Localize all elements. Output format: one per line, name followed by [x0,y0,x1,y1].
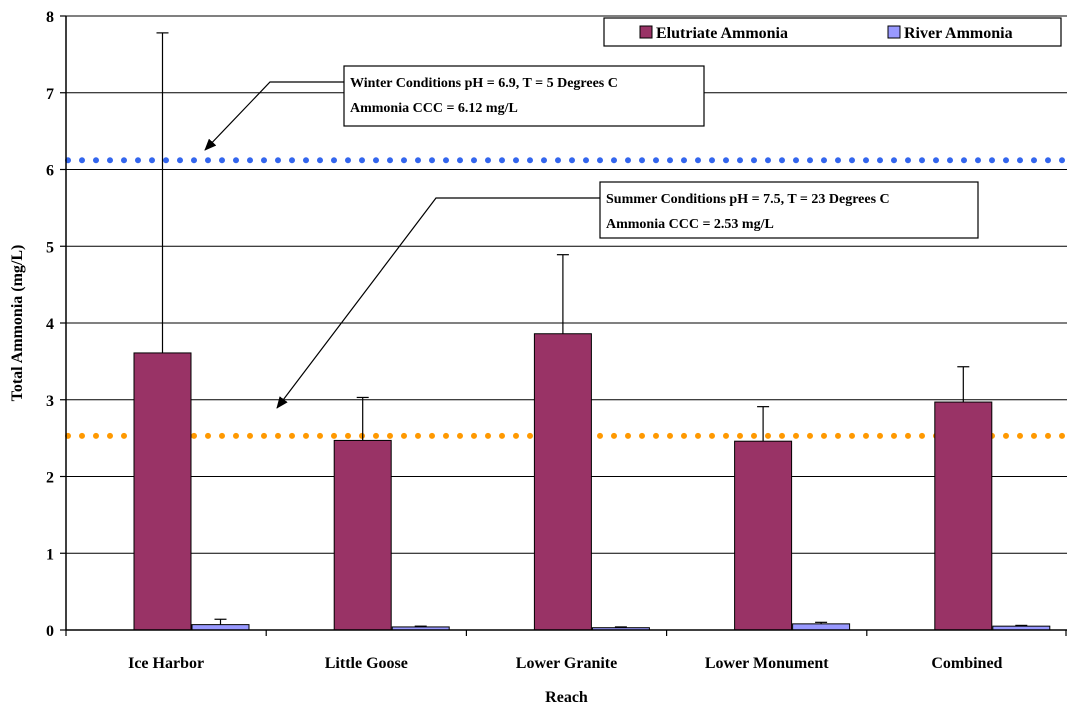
y-tick-label: 4 [46,316,54,333]
category-label: Little Goose [325,655,408,672]
annotation-line-1: Summer Conditions pH = 7.5, T = 23 Degre… [606,192,890,207]
y-axis-title: Total Ammonia (mg/L) [9,245,26,402]
legend-label: River Ammonia [904,25,1013,42]
bars [133,32,1051,631]
category-label: Ice Harbor [128,655,204,672]
x-axis-title: Reach [545,689,588,706]
annotation-line-1: Winter Conditions pH = 6.9, T = 5 Degree… [350,76,618,91]
bar-river [792,623,851,631]
legend: Elutriate Ammonia River Ammonia [603,17,1062,47]
category-label: Lower Monument [705,655,829,672]
category-label: Combined [931,655,1002,672]
reference-lines [65,157,1067,439]
bar-elutriate [333,439,392,631]
y-tick-label: 8 [46,9,54,26]
bar-elutriate [533,333,592,631]
legend-swatch [887,25,901,39]
bar-elutriate [934,401,993,631]
annotation-box [343,65,705,127]
annotation-arrow [276,197,600,409]
labels: 0 1 2 3 4 5 6 7 8 Ice Harbor Little Goose Lower Gra… [9,9,1003,706]
y-tick-label: 1 [46,546,54,563]
y-tick-label: 5 [46,239,54,256]
y-tick-label: 3 [46,393,54,410]
y-tick-label: 6 [46,163,54,180]
annotation-arrow [204,81,344,151]
annotations: Winter Conditions pH = 6.9, T = 5 Degree… [204,65,979,409]
y-tick-label: 0 [46,623,54,640]
bar-elutriate [133,352,192,631]
category-label: Lower Granite [516,655,617,672]
legend-label: Elutriate Ammonia [656,25,788,42]
y-tick-label: 2 [46,470,54,487]
legend-box [603,17,1062,47]
bar-elutriate [734,440,793,631]
axes [60,15,1067,636]
annotation-line-2: Ammonia CCC = 6.12 mg/L [350,101,518,116]
annotation-line-2: Ammonia CCC = 2.53 mg/L [606,217,774,232]
bar-river [191,624,250,631]
y-tick-label: 7 [46,86,54,103]
legend-swatch [639,25,653,39]
annotation-box [599,181,979,239]
